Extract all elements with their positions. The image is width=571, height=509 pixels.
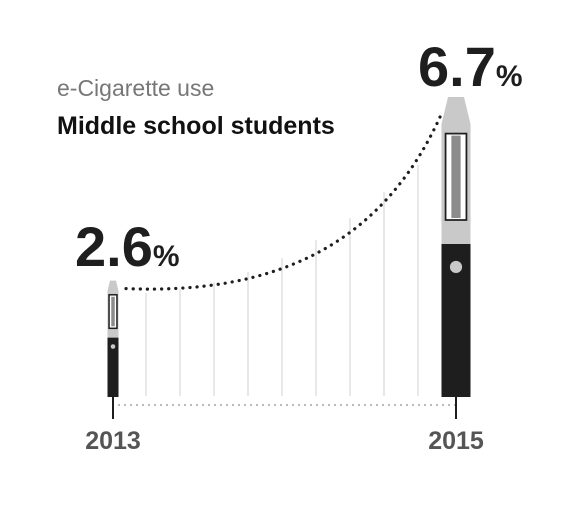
value-unit-2015: % (496, 60, 523, 93)
bar-2015 (441, 97, 471, 419)
cig-button (110, 344, 116, 349)
grid-lines (145, 165, 419, 396)
cig-tip (107, 280, 119, 292)
cig-tip (441, 97, 471, 124)
value-label-2015: 6.7% (418, 35, 523, 98)
category-label-2015: 2015 (428, 427, 484, 455)
growth-curve (124, 115, 442, 291)
cig-button (449, 260, 463, 274)
value-number-2015: 6.7 (418, 35, 496, 98)
chart-title: Middle school students (57, 112, 335, 140)
value-unit-2013: % (153, 240, 180, 273)
cig-body (107, 337, 119, 397)
cig-tank (451, 135, 461, 218)
bar-2013 (107, 280, 119, 419)
value-number-2013: 2.6 (75, 215, 153, 278)
cig-tank (111, 296, 115, 327)
chart-subtitle: e-Cigarette use (57, 75, 214, 101)
value-label-2013: 2.6% (75, 215, 180, 278)
category-label-2013: 2013 (85, 427, 141, 455)
